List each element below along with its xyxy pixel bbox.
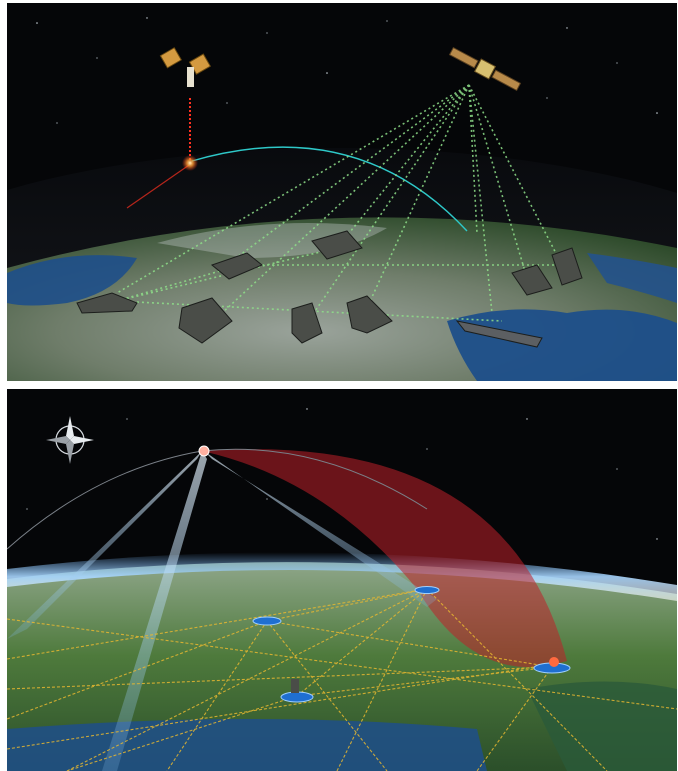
threat-marker xyxy=(549,657,559,667)
defense-nodes xyxy=(252,586,571,703)
link-network xyxy=(7,588,677,771)
top-scene xyxy=(7,3,677,381)
launcher-5 xyxy=(551,247,583,286)
terrain-dark xyxy=(527,681,677,771)
early-warning-satellite xyxy=(198,445,210,457)
bottom-scene xyxy=(7,389,677,771)
satellite-left xyxy=(159,47,212,87)
star-field xyxy=(36,17,658,124)
star-field xyxy=(26,408,658,540)
truck-1 xyxy=(210,252,263,280)
ocean xyxy=(7,719,487,771)
launcher xyxy=(291,679,299,693)
satellite-right xyxy=(448,46,522,92)
ocean-far-right xyxy=(587,253,677,303)
compass-rose-icon xyxy=(46,416,94,464)
launcher-2 xyxy=(291,302,323,344)
truck-2 xyxy=(311,230,363,260)
node-3 xyxy=(280,691,314,703)
ship xyxy=(455,320,543,348)
ocean-left xyxy=(7,255,137,306)
bottom-panel xyxy=(7,389,677,771)
orbit-trace xyxy=(191,146,468,232)
comm-links xyxy=(116,84,563,324)
intercept-flash xyxy=(182,155,198,171)
launcher-4 xyxy=(511,264,553,296)
radar-vehicle xyxy=(76,292,138,314)
launcher-3 xyxy=(346,295,393,334)
ocean-right xyxy=(447,309,677,381)
ground-units xyxy=(76,230,583,348)
node-1 xyxy=(252,616,282,626)
sensor-beams xyxy=(7,451,437,771)
coverage-volume xyxy=(202,449,567,668)
top-panel xyxy=(7,3,677,381)
laser-downlink xyxy=(126,162,193,209)
node-2 xyxy=(414,586,440,594)
launcher-1 xyxy=(178,297,233,344)
